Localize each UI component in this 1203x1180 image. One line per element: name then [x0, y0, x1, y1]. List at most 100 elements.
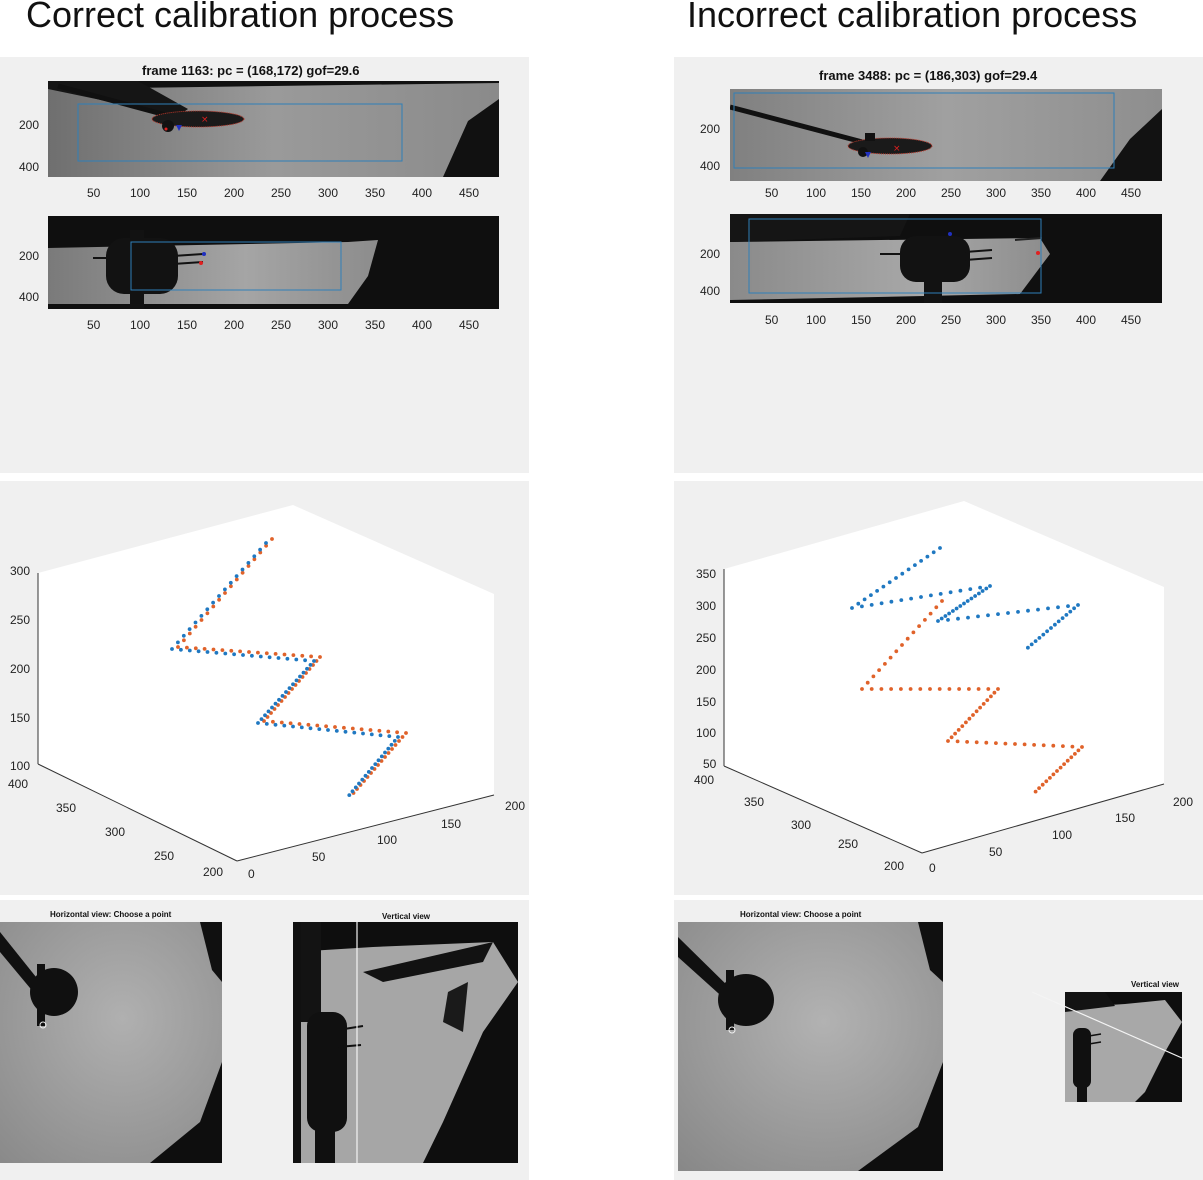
x-tick: 100	[130, 318, 151, 332]
blue-point	[308, 663, 313, 667]
blue-point	[962, 601, 966, 606]
blue-point	[387, 734, 392, 738]
blue-point	[1068, 609, 1073, 614]
blue-point	[326, 728, 330, 732]
right-top-roi-box	[733, 92, 1115, 169]
x-tick: 0	[929, 861, 936, 875]
selected-point-marker[interactable]	[728, 1026, 736, 1034]
blue-point	[978, 585, 982, 590]
orange-point	[908, 687, 913, 691]
blue-point	[887, 580, 892, 585]
x-tick: 200	[896, 186, 917, 200]
left-3d-axes	[37, 505, 495, 862]
x-tick: 450	[459, 186, 480, 200]
orange-point	[871, 674, 876, 679]
blue-point	[1046, 606, 1050, 611]
z-tick: 200	[10, 662, 31, 676]
orange-point	[223, 591, 227, 595]
orange-point	[271, 719, 275, 724]
orange-point	[182, 638, 186, 643]
left-horizontal-view[interactable]	[0, 922, 222, 1163]
orange-point	[202, 647, 207, 651]
orange-point	[240, 570, 245, 575]
blue-point	[276, 656, 281, 660]
y-tick: 400	[694, 773, 715, 787]
left-vertical-view-image	[293, 922, 518, 1163]
x-tick: 200	[224, 318, 245, 332]
x-tick: 50	[765, 186, 779, 200]
left-vertical-view[interactable]	[293, 922, 518, 1163]
blue-point	[205, 650, 210, 654]
x-tick: 300	[318, 318, 339, 332]
orange-point	[957, 687, 961, 691]
orange-point	[1040, 782, 1045, 787]
blue-point	[383, 750, 387, 755]
blue-point	[363, 773, 368, 778]
orange-point	[1073, 752, 1077, 756]
orange-point	[264, 651, 269, 656]
blue-point	[969, 596, 974, 601]
blue-point	[869, 593, 873, 597]
blue-point	[259, 717, 264, 721]
orange-point	[996, 687, 1000, 691]
blue-point	[1053, 622, 1057, 627]
x-tick: 50	[87, 318, 101, 332]
left-top-ytick: 400	[19, 160, 40, 174]
blue-point	[931, 550, 936, 555]
orange-point	[992, 690, 997, 695]
blue-point	[1072, 606, 1076, 611]
orange-point	[949, 735, 954, 740]
right-top-camera-image: ×	[730, 89, 1162, 181]
orange-point	[1076, 748, 1081, 753]
blue-point	[347, 793, 352, 797]
x-tick: 300	[318, 186, 339, 200]
blue-point	[187, 648, 192, 653]
blue-point	[284, 690, 288, 694]
right-views-panel: Horizontal view: Choose a point Vertical…	[674, 900, 1203, 1180]
blue-point	[270, 705, 274, 710]
blue-point	[373, 762, 378, 766]
blue-point	[378, 733, 383, 738]
blue-point	[954, 606, 959, 611]
x-tick: 250	[941, 186, 962, 200]
orange-point	[953, 731, 957, 736]
blue-point	[1026, 645, 1030, 650]
blue-point	[1049, 626, 1053, 630]
blue-point	[263, 713, 267, 718]
orange-point	[937, 687, 942, 691]
x-tick: 50	[989, 845, 1003, 859]
blue-point	[951, 609, 955, 613]
orange-point	[185, 645, 189, 650]
orange-point	[377, 728, 382, 733]
orange-point	[1080, 745, 1084, 749]
blue-point	[234, 574, 239, 578]
orange-point	[985, 698, 990, 702]
orange-point	[1051, 772, 1056, 777]
blue-point	[1066, 604, 1070, 608]
blue-point	[1041, 632, 1046, 637]
blue-point	[1056, 619, 1061, 624]
orange-point	[211, 647, 216, 652]
blue-point	[256, 721, 260, 725]
orange-point	[193, 646, 198, 651]
blue-point	[273, 722, 278, 727]
selected-point-marker[interactable]	[39, 1021, 47, 1029]
blue-point	[303, 658, 307, 663]
blue-point	[966, 615, 970, 620]
orange-point	[978, 705, 982, 710]
right-horizontal-view[interactable]	[678, 922, 943, 1171]
blue-point	[938, 546, 942, 550]
x-tick: 200	[896, 313, 917, 327]
orange-point	[879, 687, 884, 691]
blue-point	[176, 640, 180, 645]
right-vertical-view[interactable]	[1065, 992, 1182, 1102]
left-bottom-ytick: 400	[19, 290, 40, 304]
orange-point	[211, 604, 216, 609]
blue-point	[360, 777, 365, 782]
blue-point	[240, 567, 245, 572]
blue-point	[258, 654, 263, 659]
blue-point	[287, 686, 292, 690]
orange-point	[229, 648, 234, 653]
right-top-ytick: 400	[700, 159, 721, 173]
x-tick: 350	[365, 186, 386, 200]
